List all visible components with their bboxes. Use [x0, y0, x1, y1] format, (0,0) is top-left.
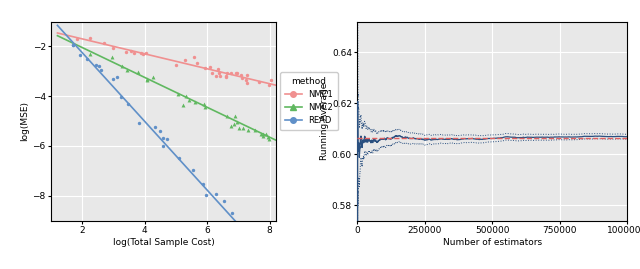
Point	[108, 46, 118, 50]
Point	[142, 78, 152, 82]
Point	[173, 92, 183, 97]
Point	[221, 74, 232, 78]
Point	[243, 73, 253, 77]
Point	[107, 55, 117, 59]
Point	[117, 64, 127, 68]
Point	[99, 41, 109, 45]
Point	[81, 57, 92, 62]
Point	[85, 36, 95, 40]
Point	[171, 63, 181, 67]
Point	[211, 73, 221, 78]
Point	[245, 239, 255, 244]
Point	[205, 65, 216, 69]
Point	[84, 52, 95, 56]
Point	[241, 78, 252, 82]
Point	[188, 167, 198, 172]
Legend: NMC1, NMC2, READ: NMC1, NMC2, READ	[280, 72, 338, 130]
Point	[136, 51, 147, 55]
Point	[230, 71, 241, 75]
Point	[242, 81, 252, 85]
Point	[108, 77, 118, 81]
Point	[138, 52, 148, 56]
Point	[189, 100, 200, 104]
Point	[155, 129, 165, 133]
Point	[141, 51, 151, 55]
Point	[199, 102, 209, 107]
Point	[266, 78, 276, 83]
Point	[173, 155, 184, 160]
Point	[214, 71, 225, 75]
Point	[122, 68, 132, 72]
Point	[213, 67, 223, 71]
Point	[123, 102, 133, 107]
Y-axis label: log(MSE): log(MSE)	[20, 101, 29, 141]
Point	[125, 49, 136, 53]
Point	[207, 71, 217, 75]
X-axis label: log(Total Sample Cost): log(Total Sample Cost)	[113, 238, 214, 247]
Point	[234, 126, 244, 130]
Point	[121, 50, 131, 55]
Point	[238, 126, 248, 130]
Point	[158, 136, 168, 140]
Point	[179, 58, 189, 62]
Point	[148, 75, 158, 79]
Point	[243, 128, 253, 133]
Point	[158, 144, 168, 148]
Point	[253, 79, 264, 84]
Point	[132, 70, 143, 74]
Point	[229, 121, 239, 126]
Point	[75, 53, 85, 57]
Point	[226, 123, 236, 128]
Point	[134, 121, 144, 125]
Point	[96, 68, 106, 73]
Point	[192, 61, 202, 65]
Point	[221, 114, 232, 118]
Point	[264, 83, 275, 87]
Point	[258, 134, 268, 139]
Point	[232, 71, 243, 75]
Point	[189, 55, 199, 59]
Point	[161, 137, 172, 141]
Point	[201, 193, 211, 197]
Point	[198, 182, 208, 186]
Point	[215, 74, 225, 78]
Point	[200, 105, 210, 109]
Point	[72, 37, 82, 41]
Point	[227, 211, 237, 215]
Point	[230, 114, 241, 118]
Point	[180, 94, 191, 98]
Point	[264, 137, 275, 141]
Point	[226, 71, 236, 75]
Point	[258, 132, 268, 136]
Point	[150, 125, 161, 129]
Point	[68, 43, 78, 47]
Point	[261, 132, 271, 136]
Point	[218, 199, 228, 203]
Point	[91, 63, 101, 67]
Point	[211, 192, 221, 196]
Y-axis label: Running Average: Running Average	[320, 82, 329, 160]
Point	[129, 51, 139, 55]
Point	[116, 95, 126, 99]
Point	[236, 72, 246, 77]
Point	[250, 128, 260, 132]
Point	[179, 103, 189, 107]
Point	[255, 132, 266, 137]
Point	[200, 65, 210, 70]
X-axis label: Number of estimators: Number of estimators	[443, 238, 542, 247]
Point	[237, 76, 247, 80]
Point	[232, 120, 243, 124]
Point	[263, 135, 273, 140]
Point	[94, 63, 104, 68]
Point	[222, 71, 232, 75]
Point	[112, 75, 122, 79]
Point	[68, 43, 79, 47]
Point	[184, 98, 194, 102]
Point	[230, 224, 240, 228]
Point	[221, 75, 232, 79]
Point	[141, 77, 152, 82]
